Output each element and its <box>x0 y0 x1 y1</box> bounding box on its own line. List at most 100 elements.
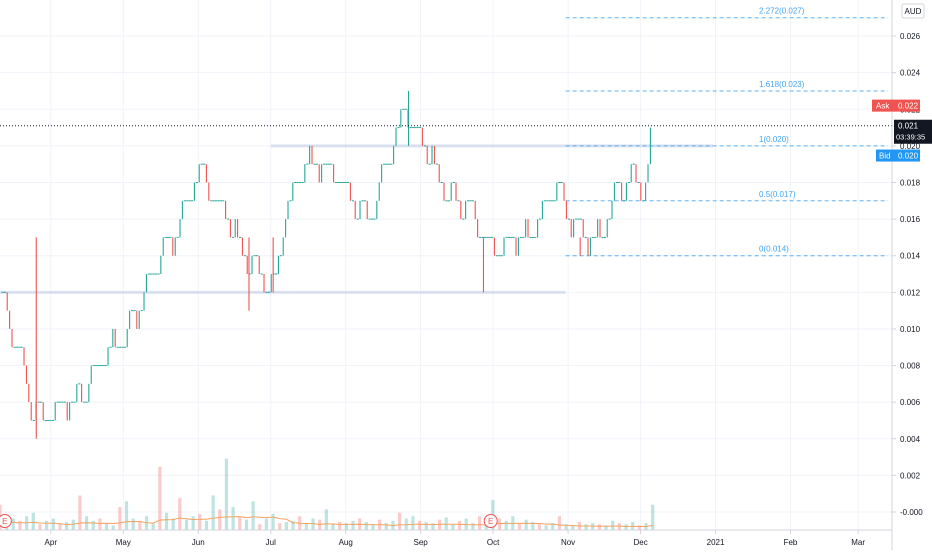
volume-bar <box>524 519 528 530</box>
volume-bar <box>204 520 209 530</box>
fib-level-label: 0.5(0.017) <box>759 190 796 199</box>
volume-bar <box>398 512 402 530</box>
volume-bar <box>38 524 42 530</box>
volume-bar <box>78 495 82 530</box>
volume-bar <box>65 521 69 530</box>
earnings-marker-label: E <box>488 517 493 526</box>
volume-bar <box>651 504 655 530</box>
price-tick-label: 0.014 <box>900 252 921 261</box>
fib-level-label: 1(0.020) <box>759 135 789 144</box>
price-tick-label: 0.012 <box>900 288 921 297</box>
price-tick-label: 0.026 <box>900 32 921 41</box>
volume-bar <box>457 520 462 530</box>
volume-bar <box>417 520 422 530</box>
volume-bar <box>471 523 475 530</box>
volume-bar <box>544 525 548 530</box>
time-tick-label: Feb <box>784 538 798 547</box>
volume-bar <box>31 512 35 530</box>
price-tick-label: 0.002 <box>900 471 921 480</box>
volume-bar <box>191 516 195 530</box>
volume-bar <box>597 524 602 530</box>
volume-bar <box>411 516 415 530</box>
volume-bar <box>231 507 235 530</box>
volume-bar <box>291 520 295 530</box>
volume-bar <box>138 520 142 530</box>
volume-bar <box>178 497 182 530</box>
price-badges: Ask 0.022 0.021 03:39:35 Bid 0.020 <box>872 99 932 162</box>
earnings-marker-label: E <box>2 517 7 526</box>
time-tick-label: Jun <box>192 538 205 547</box>
grid <box>0 0 892 530</box>
volume-bar <box>324 509 328 530</box>
price-tick-label: 0.024 <box>900 69 921 78</box>
volume-bar <box>244 519 249 530</box>
currency-badge-label: AUD <box>905 7 922 16</box>
bid-price-bg <box>894 149 920 162</box>
volume-bar <box>151 523 155 530</box>
volume-bar <box>564 524 568 530</box>
volume-bar <box>124 501 129 530</box>
earnings-marker[interactable] <box>0 514 12 528</box>
price-tick-label: 0.018 <box>900 178 921 187</box>
volume-moving-average <box>0 515 653 528</box>
fib-retracement[interactable]: 0(0.014) 0.5(0.017) 1(0.020) 1.618(0.023) 2.… <box>565 7 888 257</box>
volume-bar <box>304 523 308 530</box>
time-tick-label: Jul <box>266 538 276 547</box>
volume-bar <box>551 523 555 530</box>
last-price-text: 0.021 <box>898 122 919 131</box>
bid-tag-label: Bid <box>879 152 891 161</box>
volume-bar <box>477 516 482 530</box>
volume-bar <box>637 525 641 530</box>
price-tick-label: 0.020 <box>900 142 921 151</box>
volume-bar <box>264 518 269 530</box>
volume-bar <box>557 516 562 530</box>
earnings-marker[interactable] <box>483 514 498 528</box>
price-tick-label: 0.008 <box>900 362 921 371</box>
volume-bar <box>517 523 522 530</box>
volume-bar <box>384 523 388 530</box>
ask-price-text: 0.022 <box>898 102 919 111</box>
countdown-text: 03:39:35 <box>896 133 925 142</box>
volume-bar <box>118 507 122 530</box>
volume-bar <box>437 519 442 530</box>
volume-bar <box>431 523 435 530</box>
price-tick-label: -0.000 <box>900 508 923 517</box>
fib-level-label: 0(0.014) <box>759 245 789 254</box>
time-axis[interactable]: Apr May Jun Jul Aug Sep Oct Nov Dec 2021 Feb Mar <box>45 530 866 547</box>
volume-bar <box>131 518 135 530</box>
volume-bar <box>58 523 62 530</box>
volume-bar <box>278 523 282 530</box>
candles <box>1 90 651 439</box>
volume-bar <box>238 517 242 530</box>
volume-bar <box>164 512 169 530</box>
time-tick-label: Sep <box>414 538 429 547</box>
time-tick-label: 2021 <box>707 538 725 547</box>
time-tick-label: Apr <box>45 538 58 547</box>
volume-bar <box>18 520 22 530</box>
volume-bar <box>351 520 355 530</box>
volume-bar <box>224 458 229 530</box>
time-tick-label: Mar <box>851 538 865 547</box>
volume-bar <box>211 495 215 530</box>
volume-bar <box>504 520 508 530</box>
horizontal-zones[interactable] <box>0 144 714 294</box>
volume-bar <box>11 518 15 530</box>
volume-bar <box>451 524 455 530</box>
currency-badge[interactable]: AUD <box>901 3 925 19</box>
horizontal-zone[interactable] <box>270 144 714 148</box>
volume-bar <box>98 518 102 530</box>
horizontal-zone[interactable] <box>0 290 566 294</box>
time-tick-label: Nov <box>561 538 575 547</box>
volume-bar <box>218 509 222 530</box>
time-tick-label: Aug <box>339 538 353 547</box>
volume-bar <box>184 519 189 530</box>
volume-bar <box>344 523 348 530</box>
volume-bar <box>91 520 95 530</box>
fib-level-label: 2.272(0.027) <box>759 7 805 16</box>
volume-bar <box>424 521 428 530</box>
bid-price-text: 0.020 <box>898 152 919 161</box>
bid-tag-bg <box>876 149 894 162</box>
